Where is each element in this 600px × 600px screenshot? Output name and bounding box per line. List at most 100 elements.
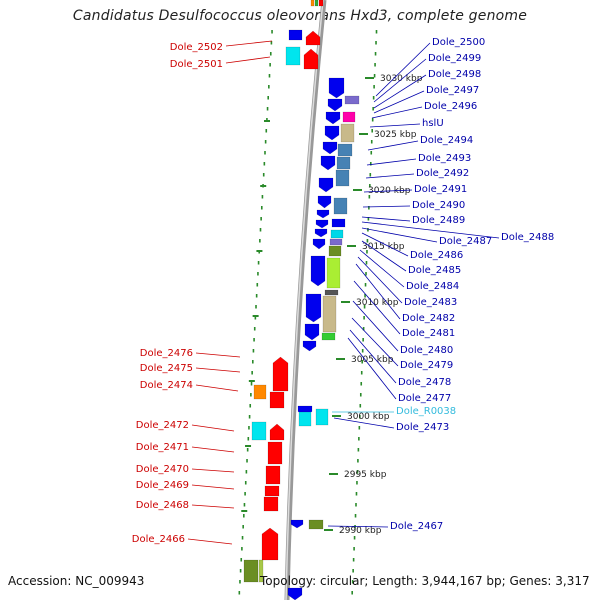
backbone-layer — [284, 0, 327, 600]
inner-dotted-track — [259, 239, 261, 243]
outer-dotted-track — [361, 360, 363, 364]
outer-dotted-track — [360, 382, 363, 386]
inner-dotted-track — [238, 591, 241, 595]
map-title: Candidatus Desulfococcus oleovorans Hxd3… — [72, 8, 528, 24]
gene-feature — [318, 0, 324, 7]
gene-feature — [326, 257, 341, 289]
leader-line — [369, 123, 421, 128]
leader-line — [357, 256, 403, 304]
inner-dotted-track — [247, 437, 250, 441]
feature-layer — [243, 0, 360, 600]
outer-dotted-track — [364, 294, 366, 298]
leader-line — [371, 106, 423, 119]
gene-feature — [331, 218, 346, 228]
outer-dotted-track — [369, 162, 372, 166]
inner-dotted-track — [269, 63, 271, 67]
inner-dotted-track — [244, 481, 247, 485]
outer-dotted-track — [368, 206, 370, 210]
leader-line — [347, 337, 397, 400]
inner-dotted-track — [243, 514, 245, 518]
outer-dotted-track — [374, 63, 376, 67]
leader-line — [187, 538, 233, 545]
gene-label: Dole_2469 — [136, 480, 189, 491]
gene-feature — [267, 441, 283, 465]
gene-feature — [335, 169, 350, 187]
gene-feature — [285, 46, 301, 66]
gene-label: Dole_2491 — [414, 184, 467, 195]
gene-label: Dole_2485 — [408, 265, 461, 276]
inner-track-tick — [241, 510, 248, 512]
inner-dotted-track — [246, 448, 249, 452]
accession-text: Accession: NC_009943 — [8, 574, 145, 588]
gene-feature — [253, 384, 267, 400]
inner-dotted-track — [239, 580, 241, 584]
gene-feature — [290, 519, 304, 529]
gene-feature — [310, 255, 326, 287]
outer-dotted-track — [365, 261, 368, 265]
outer-dotted-track — [367, 217, 370, 221]
leader-layer — [187, 40, 500, 545]
gene-label: Dole_2482 — [402, 313, 455, 324]
inner-dotted-track — [266, 107, 269, 111]
gene-feature — [324, 125, 340, 141]
inner-dotted-track — [241, 547, 243, 551]
inner-dotted-track — [243, 503, 246, 507]
inner-track-tick — [264, 120, 270, 122]
gene-label: Dole_2499 — [428, 53, 481, 64]
gene-label: Dole_2477 — [398, 393, 451, 404]
gene-feature — [269, 391, 285, 409]
inner-dotted-track — [263, 162, 266, 166]
kbp-tick-label: 3000 kbp — [347, 412, 390, 422]
leader-line — [363, 189, 413, 193]
inner-dotted-track — [259, 228, 262, 232]
kbp-tick-mark — [341, 301, 350, 303]
gene-label: hslU — [422, 118, 444, 129]
gene-feature — [288, 29, 303, 41]
gene-label: Dole_2474 — [140, 380, 193, 391]
genome-backbone-highlight — [285, 0, 324, 600]
inner-dotted-track — [260, 217, 262, 221]
inner-dotted-track — [257, 261, 260, 265]
leader-line — [225, 56, 271, 64]
gene-feature — [261, 527, 279, 561]
leader-line — [191, 504, 235, 509]
kbp-tick-label: 3025 kbp — [374, 130, 417, 140]
outer-dotted-track — [359, 393, 362, 397]
gene-feature — [310, 0, 315, 7]
outer-dotted-track — [371, 129, 374, 133]
kbp-tick-mark — [347, 245, 356, 247]
gene-feature — [305, 30, 321, 46]
outer-dotted-track — [353, 536, 356, 540]
outer-dotted-track — [361, 349, 364, 353]
kbp-tick-mark — [336, 358, 345, 360]
gene-feature — [258, 559, 264, 583]
kbp-tick-label: 3005 kbp — [351, 355, 394, 365]
inner-dotted-track — [257, 272, 259, 276]
outer-dotted-track — [371, 118, 374, 122]
outer-dotted-track — [353, 547, 355, 551]
outer-dotted-track — [359, 404, 362, 408]
label-layer: Dole_2502 Dole_2501 Dole_2476 Dole_2475 Dole… — [132, 37, 554, 545]
leader-line — [361, 240, 407, 272]
inner-dotted-track — [256, 283, 259, 287]
outer-dotted-track — [370, 140, 373, 144]
leader-line — [333, 417, 395, 429]
gene-label: Dole_2466 — [132, 534, 185, 545]
inner-dotted-track — [264, 140, 267, 144]
leader-line — [362, 205, 411, 208]
outer-dotted-track — [369, 184, 371, 188]
gene-feature — [320, 155, 336, 171]
gene-label: Dole_2475 — [140, 363, 193, 374]
gene-feature — [318, 177, 334, 193]
gene-feature — [336, 156, 351, 170]
leader-line — [361, 216, 411, 222]
inner-dotted-track — [241, 536, 244, 540]
leader-line — [373, 58, 427, 103]
gene-label: Dole_2481 — [402, 328, 455, 339]
inner-dotted-track — [261, 195, 264, 199]
outer-dotted-track — [372, 96, 375, 100]
outer-dotted-track — [359, 415, 361, 419]
inner-dotted-track — [239, 569, 242, 573]
gene-feature — [251, 421, 267, 441]
leader-line — [351, 317, 399, 367]
